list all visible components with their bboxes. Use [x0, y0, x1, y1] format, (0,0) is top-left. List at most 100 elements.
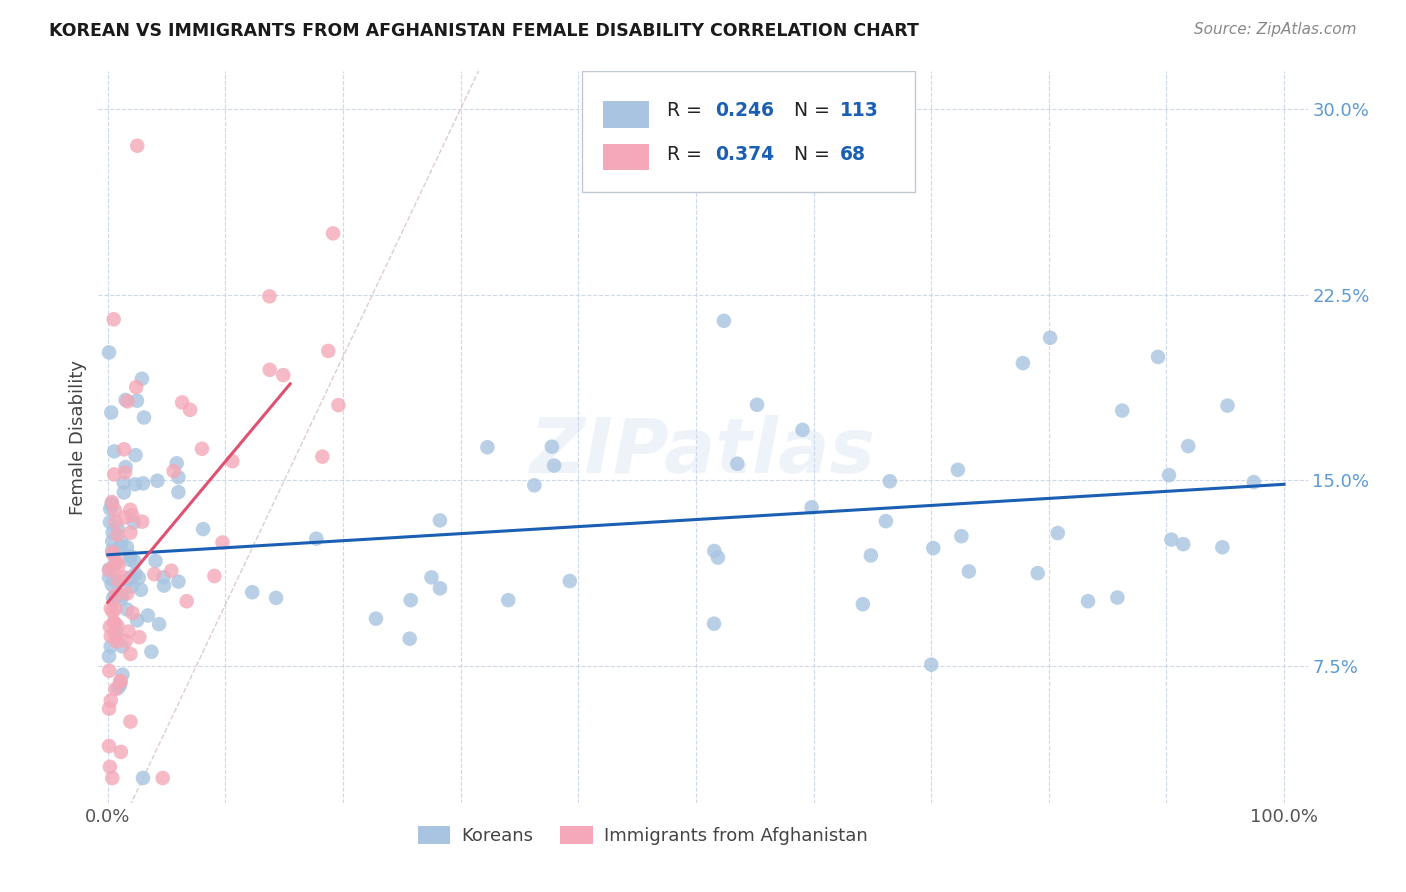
Point: [103, 560, 125, 574]
Point: [153, 579, 176, 593]
Point: [107, 573, 129, 587]
Point: [101, 525, 124, 540]
Point: [103, 615, 125, 630]
Point: [100, 601, 122, 615]
Point: [167, 470, 190, 484]
Point: [558, 574, 581, 588]
Point: [101, 498, 124, 512]
Point: [399, 593, 422, 607]
Point: [118, 571, 141, 585]
Point: [101, 547, 124, 561]
Point: [125, 380, 148, 394]
Point: [1026, 566, 1049, 581]
Point: [100, 693, 122, 707]
Point: [110, 745, 132, 759]
Point: [115, 633, 138, 648]
Point: [117, 574, 139, 588]
Point: [202, 569, 225, 583]
Text: 0.246: 0.246: [716, 101, 775, 120]
Point: [101, 771, 124, 785]
Point: [124, 555, 146, 569]
Point: [107, 527, 129, 541]
Point: [191, 442, 214, 456]
Point: [104, 589, 127, 603]
Point: [477, 440, 499, 454]
Point: [100, 577, 122, 591]
Point: [108, 674, 131, 689]
Text: 113: 113: [839, 101, 879, 120]
Point: [103, 312, 125, 326]
Point: [1216, 399, 1239, 413]
Point: [114, 466, 136, 480]
Point: [104, 556, 127, 570]
Point: [120, 503, 142, 517]
Point: [1177, 439, 1199, 453]
Point: [1243, 475, 1265, 489]
Point: [148, 617, 170, 632]
Point: [136, 608, 159, 623]
Point: [271, 368, 294, 383]
Point: [105, 634, 128, 648]
Point: [725, 457, 748, 471]
Text: R =: R =: [666, 101, 707, 120]
Point: [305, 532, 328, 546]
Point: [107, 619, 129, 633]
Point: [496, 593, 519, 607]
Point: [110, 674, 132, 689]
Point: [105, 624, 128, 638]
Point: [179, 402, 201, 417]
Point: [703, 616, 725, 631]
Point: [852, 597, 875, 611]
Point: [420, 570, 443, 584]
Point: [143, 567, 166, 582]
Text: ZIPatlas: ZIPatlas: [530, 415, 876, 489]
Point: [112, 442, 135, 457]
Text: Source: ZipAtlas.com: Source: ZipAtlas.com: [1194, 22, 1357, 37]
Point: [240, 585, 263, 599]
Point: [364, 612, 387, 626]
Text: N =: N =: [794, 145, 835, 163]
Point: [259, 289, 281, 303]
Legend: Koreans, Immigrants from Afghanistan: Koreans, Immigrants from Afghanistan: [411, 819, 875, 852]
Point: [703, 544, 725, 558]
Point: [121, 606, 143, 620]
Point: [101, 591, 124, 605]
Point: [429, 513, 451, 527]
Point: [1160, 533, 1182, 547]
Point: [101, 534, 124, 549]
Point: [160, 564, 183, 578]
Text: 68: 68: [839, 145, 866, 163]
Point: [115, 540, 138, 554]
Point: [107, 681, 129, 695]
Point: [101, 545, 124, 559]
Point: [104, 682, 127, 697]
Point: [120, 647, 142, 661]
Point: [98, 345, 121, 359]
Point: [922, 541, 945, 555]
Point: [1107, 591, 1129, 605]
Point: [108, 678, 131, 692]
Point: [98, 562, 121, 576]
Point: [167, 485, 190, 500]
Point: [322, 227, 344, 241]
Point: [957, 565, 980, 579]
Point: [127, 614, 149, 628]
Point: [1157, 468, 1180, 483]
Point: [131, 515, 153, 529]
Point: [121, 508, 143, 523]
Point: [98, 620, 121, 634]
Point: [117, 624, 139, 639]
Point: [1039, 331, 1062, 345]
Point: [221, 454, 243, 468]
Point: [104, 515, 127, 529]
Point: [104, 588, 127, 602]
Point: [98, 515, 121, 529]
Point: [105, 554, 128, 568]
Point: [100, 405, 122, 419]
Point: [792, 423, 814, 437]
Point: [859, 549, 882, 563]
Point: [1173, 537, 1195, 551]
Point: [127, 138, 149, 153]
Point: [541, 440, 564, 454]
Point: [100, 629, 122, 643]
